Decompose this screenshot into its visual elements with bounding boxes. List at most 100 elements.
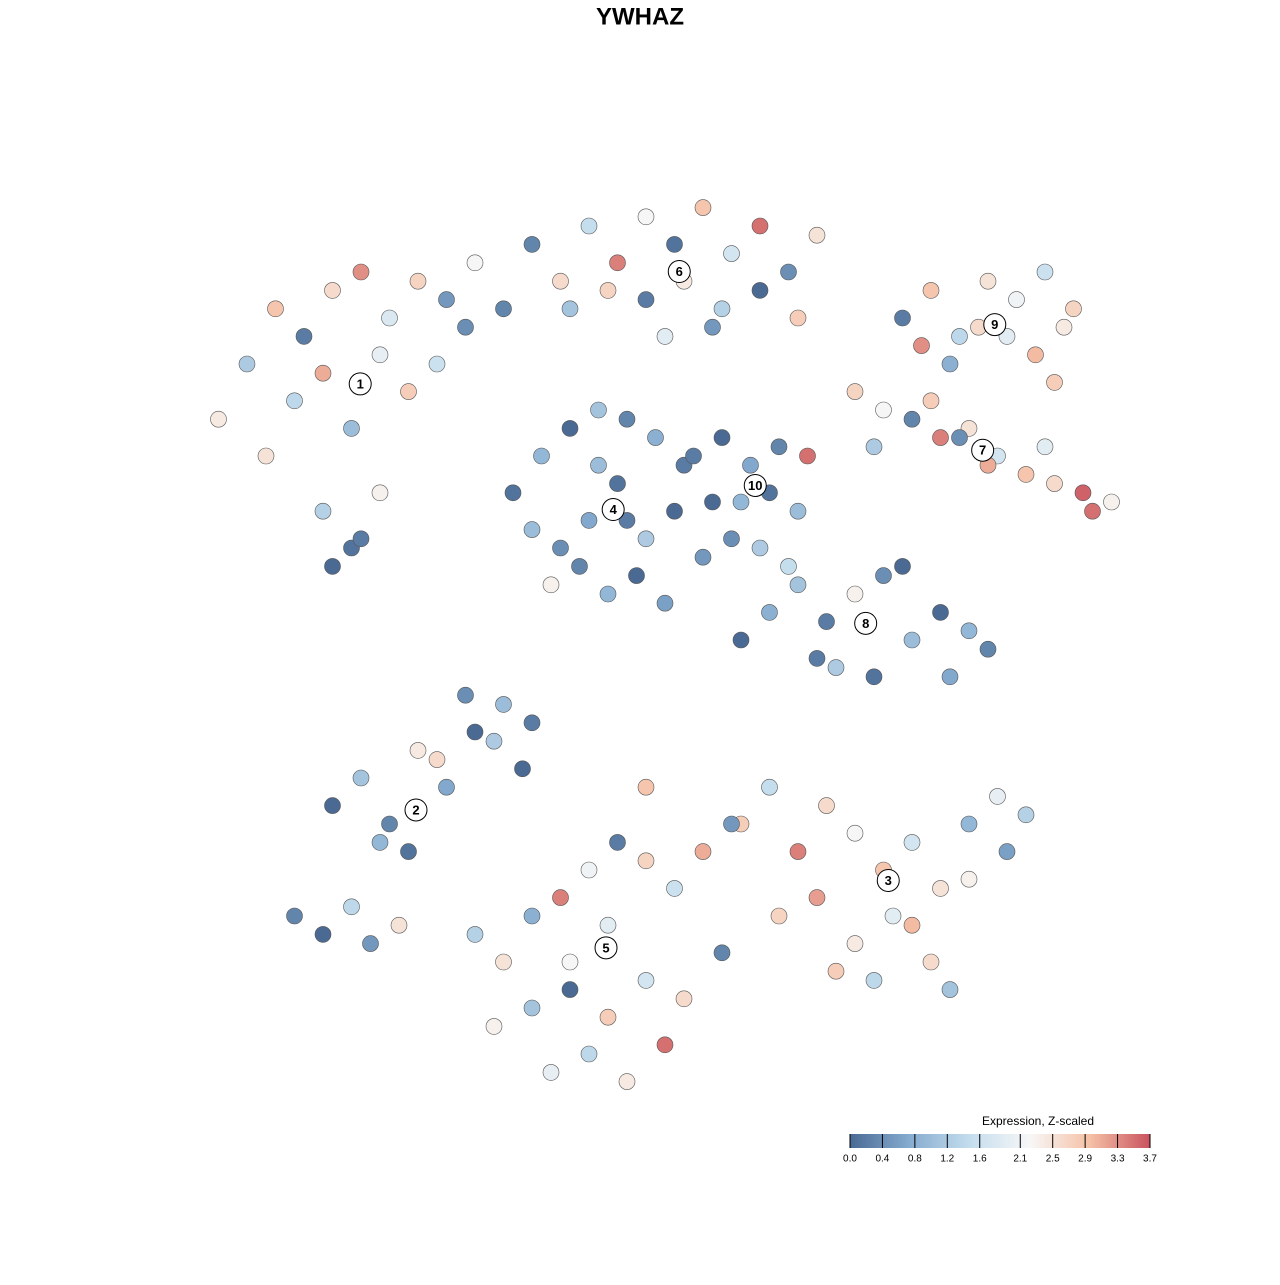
colorbar-segment (1005, 1134, 1008, 1148)
point (371, 484, 389, 502)
point (818, 613, 835, 630)
cluster-label-text: 7 (979, 443, 986, 458)
point (951, 429, 968, 446)
point (267, 300, 284, 318)
colorbar-segment (937, 1134, 941, 1148)
cluster-label: 7 (971, 438, 995, 462)
colorbar-segment (1060, 1134, 1063, 1148)
point (1065, 300, 1082, 318)
point (1036, 263, 1054, 281)
colorbar-segment (1042, 1134, 1046, 1148)
colorbar-segment (1082, 1134, 1086, 1148)
point (1027, 346, 1044, 364)
point (903, 631, 921, 649)
point (466, 254, 484, 272)
colorbar-segment (985, 1134, 988, 1148)
point (599, 916, 617, 934)
colorbar-segment (970, 1134, 973, 1148)
point (903, 834, 921, 851)
point (1046, 475, 1063, 492)
point (960, 815, 978, 833)
point (523, 236, 541, 253)
colorbar-segment (1012, 1134, 1016, 1148)
colorbar-segment (1025, 1134, 1028, 1148)
point (656, 594, 674, 612)
colorbar-segment (1085, 1134, 1088, 1148)
chart-title: YWHAZ (596, 3, 684, 30)
point (523, 907, 541, 925)
point (238, 355, 256, 373)
point (580, 1045, 598, 1063)
point (761, 604, 778, 621)
cluster-label-text: 10 (748, 478, 762, 493)
point (1084, 502, 1101, 520)
point (314, 926, 332, 943)
colorbar-segment (922, 1134, 926, 1148)
point (637, 972, 655, 989)
points (210, 199, 1120, 1090)
colorbar-segment (1045, 1134, 1048, 1148)
colorbar-segment (1105, 1134, 1108, 1148)
colorbar-segment (997, 1134, 1001, 1148)
colorbar-segment (1095, 1134, 1098, 1148)
point (371, 346, 389, 364)
point (808, 650, 826, 667)
cluster-label-text: 8 (862, 616, 869, 631)
point (352, 263, 370, 281)
point (903, 916, 921, 934)
colorbar-segment (1117, 1134, 1121, 1148)
colorbar-segment (885, 1134, 888, 1148)
point (371, 834, 389, 851)
colorbar-segment (1037, 1134, 1041, 1148)
point (561, 300, 579, 318)
point (400, 843, 417, 860)
point (552, 539, 569, 557)
colorbar-segment (1125, 1134, 1128, 1148)
colorbar-segment (1057, 1134, 1061, 1148)
colorbar-segment (1132, 1134, 1136, 1148)
colorbar-segment (1120, 1134, 1123, 1148)
colorbar-segment (942, 1134, 946, 1148)
colorbar-segment (1035, 1134, 1038, 1148)
cluster-label-badge (854, 611, 878, 635)
point (922, 392, 940, 410)
point (770, 438, 788, 456)
point (694, 548, 712, 566)
colorbar-title: Expression, Z-scaled (982, 1114, 1094, 1128)
colorbar-segment (902, 1134, 906, 1148)
point (998, 843, 1016, 860)
colorbar-segment (1127, 1134, 1131, 1148)
point (723, 815, 740, 833)
point (637, 530, 655, 548)
point (485, 732, 503, 750)
cluster-label-text: 1 (357, 376, 364, 391)
point (656, 328, 674, 345)
colorbar-segment (1015, 1134, 1018, 1148)
cluster-label: 5 (594, 936, 618, 960)
colorbar-segment (900, 1134, 903, 1148)
point (324, 282, 341, 299)
point (324, 797, 341, 814)
point (609, 254, 626, 272)
colorbar-tick-label: 3.7 (1143, 1154, 1157, 1165)
point (618, 410, 636, 428)
point (656, 1036, 674, 1054)
point (637, 291, 655, 308)
point (409, 742, 427, 759)
point (286, 907, 303, 925)
cluster-label: 1 (348, 372, 372, 396)
cluster-label-badge (594, 936, 618, 960)
point (466, 926, 484, 943)
point (1103, 493, 1120, 511)
colorbar-segment (930, 1134, 933, 1148)
point (780, 558, 797, 575)
point (599, 1008, 617, 1026)
colorbar-segment (1090, 1134, 1093, 1148)
point (723, 530, 740, 548)
colorbar-segment (1002, 1134, 1006, 1148)
cluster-label-badge (404, 798, 428, 822)
cluster-label-badge (667, 260, 691, 284)
colorbar-segment (987, 1134, 991, 1148)
point (666, 880, 683, 897)
